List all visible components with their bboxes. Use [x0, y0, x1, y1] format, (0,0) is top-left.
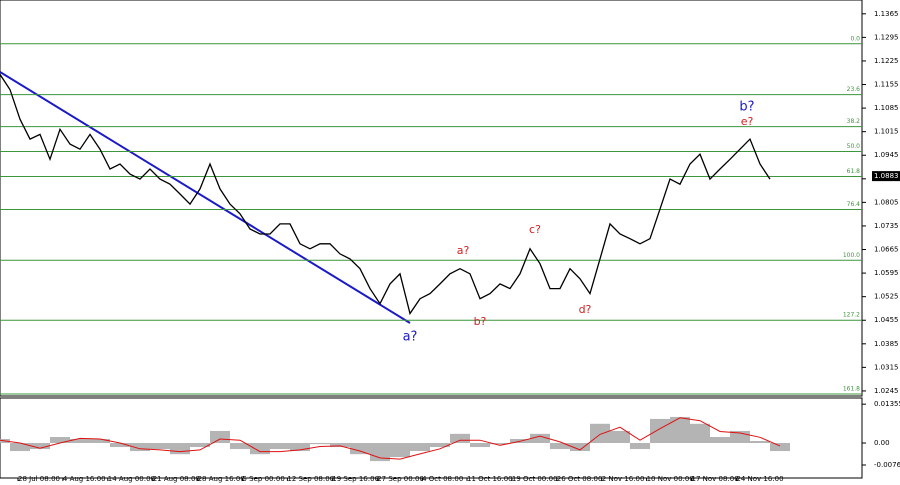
x-tick-label: 17 Nov 08:00 — [692, 475, 739, 483]
histogram-bar — [530, 433, 550, 444]
fib-label: 76.4 — [847, 201, 861, 208]
histogram-bar — [130, 443, 150, 452]
histogram-bar — [690, 423, 710, 444]
y-tick-label: 1.0735 — [874, 222, 899, 230]
fib-label: 0.0 — [850, 35, 860, 42]
x-tick-label: 12 Sep 08:00 — [287, 475, 334, 483]
x-tick-label: 19 Oct 00:00 — [512, 475, 558, 483]
histogram-bar — [270, 443, 290, 450]
histogram-bar — [310, 443, 330, 445]
signal-line — [0, 417, 781, 460]
y-tick-label: 0.00 — [874, 439, 890, 447]
histogram-bar — [490, 443, 510, 445]
histogram-bar — [430, 443, 450, 448]
histogram-bar — [570, 443, 590, 452]
fib-label: 61.8 — [847, 168, 861, 175]
y-tick-label: 1.0245 — [874, 387, 899, 395]
histogram-bar — [10, 443, 30, 452]
histogram-bar — [630, 443, 650, 450]
histogram-bar — [410, 443, 430, 452]
y-tick-label: 1.1085 — [874, 104, 899, 112]
x-tick-label: 28 Jul 08:00 — [18, 475, 60, 483]
fib-label: 38.2 — [847, 118, 861, 125]
y-tick-label: 1.0665 — [874, 246, 899, 254]
histogram-bar — [50, 436, 70, 444]
x-tick-label: 14 Aug 00:00 — [108, 475, 155, 483]
x-tick-label: 24 Nov 16:00 — [736, 475, 783, 483]
histogram-bar — [650, 418, 670, 444]
fib-label: 100.0 — [843, 252, 860, 259]
y-tick-label: 0.01355 — [874, 400, 900, 408]
histogram-bar — [30, 443, 50, 450]
y-tick-label: 1.0455 — [874, 316, 899, 324]
wave-label: c? — [529, 223, 541, 236]
x-tick-label: 19 Sep 16:00 — [332, 475, 379, 483]
histogram-bar — [290, 443, 310, 452]
y-tick-label: 1.1295 — [874, 33, 899, 41]
y-tick-label: -0.00767 — [874, 461, 900, 469]
y-tick-label: 1.1015 — [874, 128, 899, 136]
histogram-bar — [210, 430, 230, 444]
histogram-bar — [230, 443, 250, 450]
wave-label: a? — [457, 244, 470, 257]
histogram-bar — [450, 433, 470, 444]
histogram-bar — [330, 443, 350, 448]
fib-label: 23.6 — [847, 86, 861, 93]
histogram-bar — [610, 430, 630, 444]
histogram-bar — [70, 439, 90, 444]
wave-label: d? — [579, 303, 592, 316]
wave-label: e? — [741, 115, 754, 128]
histogram-bar — [170, 443, 190, 455]
y-tick-label: 1.0805 — [874, 198, 899, 206]
trend-line — [0, 71, 411, 324]
histogram-bar — [110, 443, 130, 448]
x-tick-label: 28 Aug 16:00 — [198, 475, 245, 483]
histogram-bar — [390, 443, 410, 458]
x-tick-label: 4 Aug 16:00 — [63, 475, 106, 483]
wave-label: b? — [739, 100, 754, 115]
wave-label: b? — [474, 315, 487, 328]
last-price: 1.0883 — [874, 172, 899, 180]
oscillator-panel — [0, 397, 863, 479]
y-tick-label: 1.0315 — [874, 363, 899, 371]
x-tick-label: 11 Oct 16:00 — [467, 475, 513, 483]
x-tick-label: 21 Aug 08:00 — [153, 475, 200, 483]
y-tick-label: 1.1225 — [874, 57, 899, 65]
histogram-bar — [150, 443, 170, 450]
histogram-bar — [350, 443, 370, 455]
x-tick-label: 5 Sep 00:00 — [243, 475, 285, 483]
x-tick-label: 2 Nov 16:00 — [602, 475, 645, 483]
y-tick-label: 1.0945 — [874, 151, 899, 159]
x-tick-label: 27 Sep 00:00 — [377, 475, 424, 483]
histogram-bar — [770, 443, 790, 452]
histogram-bar — [190, 443, 210, 448]
fib-label: 161.8 — [843, 385, 860, 392]
last-price-box — [872, 171, 900, 182]
fib-label: 127.2 — [843, 312, 860, 319]
histogram-bar — [250, 443, 270, 455]
fib-label: 50.0 — [847, 143, 861, 150]
histogram-bar — [670, 416, 690, 444]
histogram-bar — [470, 443, 490, 448]
x-tick-label: 4 Oct 08:00 — [422, 475, 463, 483]
y-tick-label: 1.1155 — [874, 81, 899, 89]
y-tick-label: 1.0525 — [874, 293, 899, 301]
x-tick-label: 26 Oct 08:00 — [557, 475, 603, 483]
histogram-bar — [750, 441, 770, 444]
y-tick-label: 1.0385 — [874, 340, 899, 348]
wave-label: a? — [403, 330, 418, 345]
histogram-bar — [90, 439, 110, 444]
histogram-bar — [710, 436, 730, 444]
main-panel — [0, 0, 863, 397]
price-line — [0, 74, 771, 316]
y-tick-label: 1.0595 — [874, 269, 899, 277]
histogram-bar — [550, 443, 570, 450]
y-tick-label: 1.1365 — [874, 10, 899, 18]
x-tick-label: 10 Nov 00:00 — [647, 475, 694, 483]
